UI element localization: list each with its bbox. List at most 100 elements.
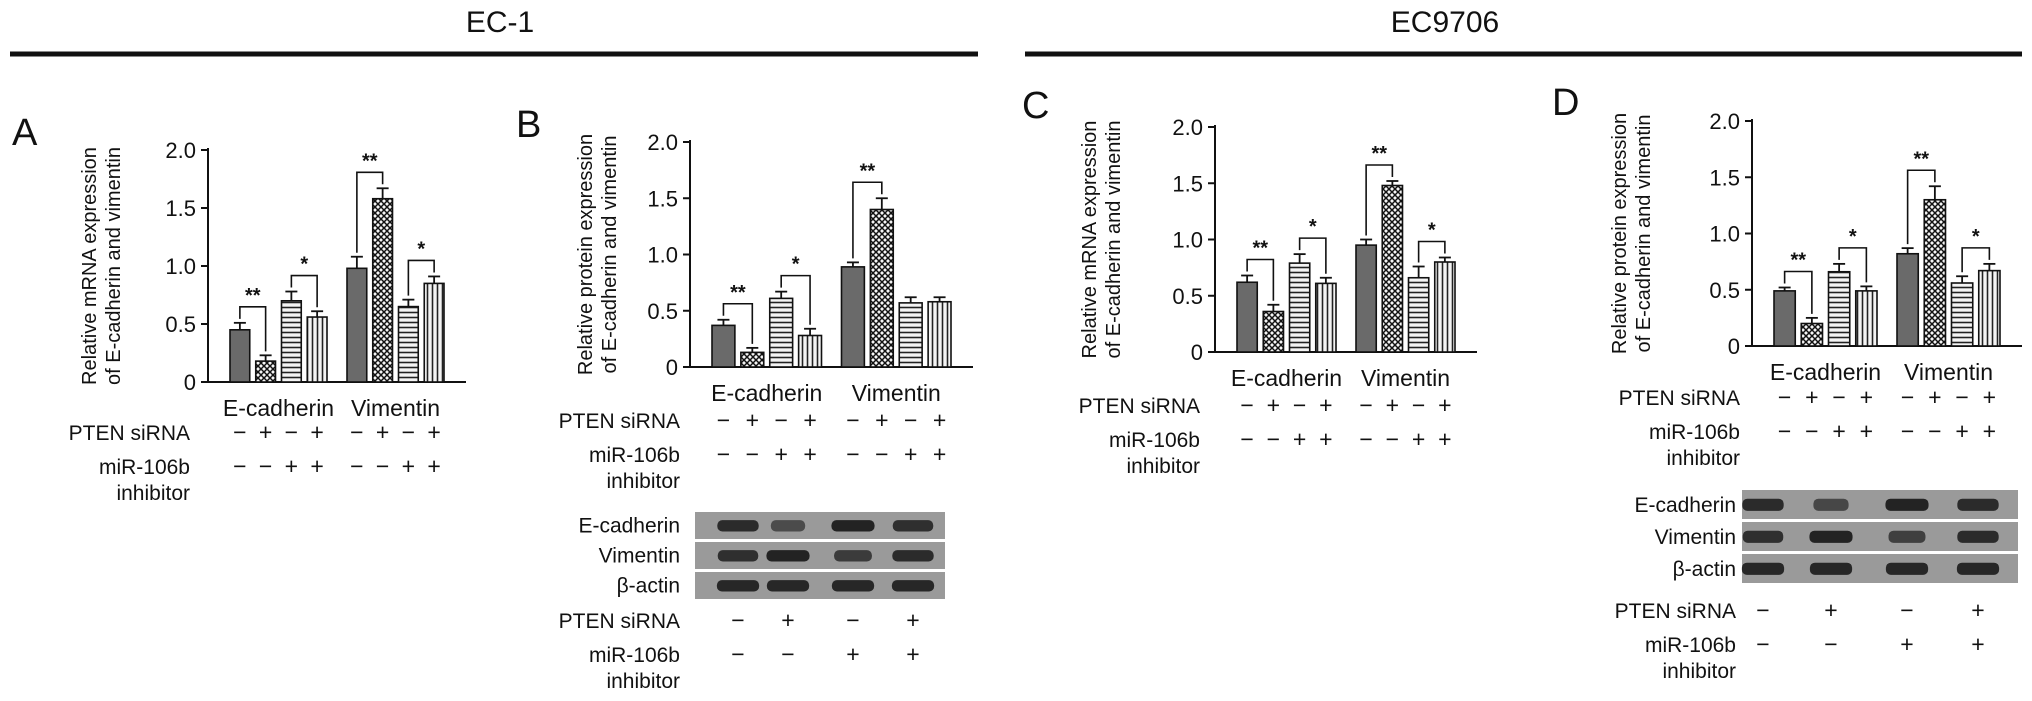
blot-band — [1742, 498, 1784, 511]
significance-bracket — [290, 274, 318, 308]
y-tick-label: 2.0 — [1172, 115, 1203, 140]
header-ec1: EC-1 — [466, 6, 534, 39]
blot-band — [1888, 530, 1926, 543]
significance-marker: * — [1849, 226, 1857, 248]
treatment-symbol: + — [402, 453, 415, 479]
significance-marker: ** — [1371, 143, 1387, 165]
treatment-symbol: + — [875, 407, 888, 433]
significance-marker: ** — [1913, 148, 1929, 170]
y-tick-label: 0 — [184, 370, 196, 395]
bar-e-cadherin-vertical — [797, 334, 823, 368]
significance-marker: * — [1309, 216, 1317, 238]
treatment-symbol: − — [350, 453, 363, 479]
treatment-symbol: + — [1832, 418, 1845, 444]
bar-vimentin-horizontal — [1950, 282, 1974, 347]
treatment-symbol: + — [1983, 418, 1996, 444]
y-axis-title-line: Relative mRNA expression — [79, 147, 101, 385]
bar-vimentin-vertical — [1433, 261, 1456, 353]
bar-e-cadherin-horizontal — [1827, 270, 1851, 347]
blot-band — [1885, 562, 1929, 575]
y-tick-label: 2.0 — [165, 138, 196, 163]
treatment-symbol: + — [1860, 418, 1873, 444]
bar-vimentin-crosshatch — [869, 208, 895, 368]
treatment-symbol: + — [1805, 384, 1818, 410]
significance-bracket — [1246, 258, 1275, 301]
treatment-symbol: + — [1860, 384, 1873, 410]
y-tick-label: 2.0 — [1709, 109, 1740, 134]
blot-band — [892, 520, 934, 532]
treatment-row-label: miR-106b — [1109, 429, 1200, 452]
bar-vimentin-vertical — [423, 282, 445, 383]
treatment-row-label: PTEN siRNA — [1619, 387, 1740, 410]
bar-e-cadherin-vertical — [1314, 282, 1337, 353]
bar-e-cadherin-crosshatch — [254, 360, 277, 383]
treatment-symbol: + — [1386, 392, 1399, 418]
blot-row-label: Vimentin — [1655, 526, 1736, 549]
treatment-symbol: + — [1319, 426, 1332, 452]
treatment-symbol: − — [1267, 426, 1280, 452]
y-tick-label: 1.5 — [1172, 171, 1203, 196]
bar-vimentin-solid — [840, 266, 866, 368]
bar-vimentin-crosshatch — [1381, 184, 1404, 353]
header-ec9706: EC9706 — [1391, 6, 1499, 39]
blot-treatment-label: PTEN siRNA — [1615, 600, 1736, 623]
y-axis-title-line: of E-cadherin and vimentin — [103, 147, 125, 385]
blot-treatment-symbol: − — [781, 641, 794, 667]
treatment-symbol: − — [1359, 426, 1372, 452]
significance-bracket — [722, 302, 754, 344]
blot-treatment-symbol: + — [906, 641, 919, 667]
bar-e-cadherin-crosshatch — [1800, 322, 1824, 347]
treatment-symbol: + — [376, 419, 389, 445]
y-axis-title: Relative mRNA expression of E-cadherin an… — [79, 147, 125, 385]
bar-e-cadherin-horizontal — [768, 297, 794, 368]
treatment-row-label: inhibitor — [1666, 447, 1740, 470]
blot-row-label: E-cadherin — [578, 514, 680, 537]
treatment-row-label: PTEN siRNA — [69, 422, 190, 445]
bar-e-cadherin-solid — [711, 324, 736, 368]
blot-row-label: β-actin — [617, 574, 680, 597]
treatment-symbol: + — [1293, 426, 1306, 452]
y-tick-label: 0.5 — [1172, 284, 1203, 309]
y-axis-title-line: Relative protein expression — [1609, 113, 1631, 354]
treatment-symbol: − — [1386, 426, 1399, 452]
blot-band — [717, 550, 759, 562]
blot-band — [766, 580, 810, 592]
bar-e-cadherin-solid — [229, 328, 251, 383]
blot-row-label: Vimentin — [599, 544, 680, 567]
blot-band — [766, 550, 810, 562]
treatment-symbol: + — [310, 453, 323, 479]
blot-band — [770, 520, 806, 532]
blot-row-label: E-cadherin — [1634, 494, 1736, 517]
significance-bracket — [1906, 169, 1936, 245]
treatment-symbol: − — [350, 419, 363, 445]
y-axis-title-line: of E-cadherin and vimentin — [1633, 115, 1655, 353]
blot-treatment-symbol: + — [781, 607, 794, 633]
treatment-symbol: + — [1928, 384, 1941, 410]
significance-bracket — [1417, 240, 1446, 263]
treatment-row-label: inhibitor — [1126, 455, 1200, 478]
treatment-symbol: − — [746, 441, 759, 467]
treatment-symbol: − — [1240, 426, 1253, 452]
treatment-symbol: + — [1267, 392, 1280, 418]
significance-marker: * — [300, 254, 308, 276]
panel-letter: C — [1022, 85, 1049, 127]
treatment-symbol: − — [846, 441, 859, 467]
significance-bracket — [1783, 270, 1813, 314]
bar-vimentin-vertical — [927, 300, 952, 368]
treatment-row-label: miR-106b — [1649, 421, 1740, 444]
y-tick-label: 0 — [1191, 340, 1203, 365]
bar-vimentin-solid — [1355, 244, 1378, 353]
treatment-symbol: − — [1901, 418, 1914, 444]
blot-treatment-label: PTEN siRNA — [559, 610, 680, 633]
treatment-row-label: inhibitor — [606, 470, 680, 493]
x-category-label: E-cadherin — [711, 380, 822, 406]
bar-vimentin-solid — [346, 267, 368, 383]
blot-band — [1957, 498, 1999, 511]
y-axis-title-line: of E-cadherin and vimentin — [1103, 121, 1125, 359]
x-category-label: Vimentin — [1361, 365, 1450, 391]
treatment-symbol: − — [233, 453, 246, 479]
